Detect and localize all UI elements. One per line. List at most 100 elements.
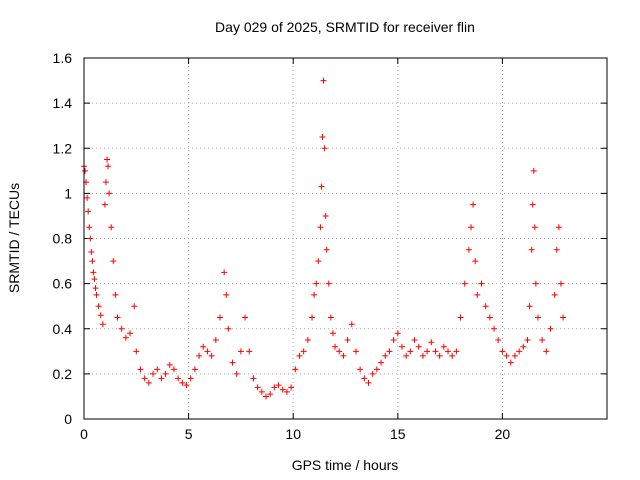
y-tick-label: 0.8 <box>53 231 73 247</box>
y-tick-label: 1 <box>64 185 72 201</box>
data-point <box>105 163 112 170</box>
y-tick-label: 0.6 <box>53 276 73 292</box>
data-point <box>482 303 489 310</box>
data-point <box>101 201 108 208</box>
data-point <box>319 133 326 140</box>
data-point <box>221 269 228 276</box>
data-point <box>532 280 539 287</box>
y-tick-label: 1.6 <box>53 50 73 66</box>
data-point <box>267 391 274 398</box>
data-point <box>179 379 186 386</box>
data-point <box>491 325 498 332</box>
data-point <box>534 314 541 321</box>
data-point <box>528 246 535 253</box>
data-point <box>557 280 564 287</box>
data-point <box>560 314 567 321</box>
data-point <box>118 325 125 332</box>
data-point <box>263 393 270 400</box>
data-point <box>175 375 182 382</box>
y-tick-label: 1.4 <box>53 95 73 111</box>
x-tick-label: 5 <box>185 426 193 442</box>
data-point <box>547 325 554 332</box>
data-point <box>344 337 351 344</box>
data-point <box>457 314 464 321</box>
data-point <box>445 348 452 355</box>
y-tick-label: 0.4 <box>53 321 73 337</box>
data-point <box>315 258 322 265</box>
data-point <box>84 194 91 201</box>
data-point <box>93 291 100 298</box>
data-point <box>365 379 372 386</box>
data-point <box>133 348 140 355</box>
data-point <box>411 337 418 344</box>
data-point <box>415 343 422 350</box>
data-point <box>332 343 339 350</box>
data-point <box>524 337 531 344</box>
data-point <box>112 291 119 298</box>
y-tick-label: 1.2 <box>53 140 73 156</box>
data-point <box>386 348 393 355</box>
data-point <box>419 352 426 359</box>
data-point <box>183 382 190 389</box>
data-point <box>97 312 104 319</box>
data-point <box>95 303 102 310</box>
y-tick-label: 0 <box>64 411 72 427</box>
data-point <box>403 352 410 359</box>
data-point <box>187 375 194 382</box>
data-point <box>90 269 97 276</box>
data-point <box>242 314 249 321</box>
data-point <box>551 291 558 298</box>
data-point <box>340 352 347 359</box>
data-point <box>150 370 157 377</box>
data-point <box>158 375 165 382</box>
data-point <box>204 348 211 355</box>
data-point <box>461 280 468 287</box>
data-point <box>250 375 257 382</box>
data-point <box>352 348 359 355</box>
data-point <box>465 246 472 253</box>
data-point <box>233 370 240 377</box>
data-point <box>318 183 325 190</box>
data-point <box>553 246 560 253</box>
data-point <box>428 339 435 346</box>
data-point <box>503 352 510 359</box>
data-point <box>166 361 173 368</box>
x-tick-label: 15 <box>390 426 406 442</box>
data-point <box>225 325 232 332</box>
data-point <box>373 366 380 373</box>
data-point <box>208 352 215 359</box>
data-point <box>309 314 316 321</box>
data-point <box>86 224 93 231</box>
data-point <box>472 258 479 265</box>
data-point <box>104 156 111 163</box>
data-point <box>141 375 148 382</box>
data-point <box>507 359 514 366</box>
data-point <box>361 375 368 382</box>
data-point <box>92 285 99 292</box>
data-point <box>520 343 527 350</box>
data-point <box>468 224 475 231</box>
data-point <box>88 249 95 256</box>
data-point <box>91 276 98 283</box>
data-point <box>499 348 506 355</box>
data-point <box>327 314 334 321</box>
data-point <box>357 366 364 373</box>
data-point <box>320 77 327 84</box>
data-point <box>526 303 533 310</box>
data-point <box>85 208 92 215</box>
data-point <box>453 348 460 355</box>
data-point <box>531 224 538 231</box>
data-point <box>394 330 401 337</box>
data-point <box>170 366 177 373</box>
data-point <box>369 370 376 377</box>
data-point <box>486 314 493 321</box>
data-point <box>300 348 307 355</box>
data-point <box>348 321 355 328</box>
data-point <box>246 348 253 355</box>
data-point <box>530 167 537 174</box>
data-point <box>145 379 152 386</box>
data-point <box>154 366 161 373</box>
data-point <box>436 352 443 359</box>
data-point <box>313 280 320 287</box>
